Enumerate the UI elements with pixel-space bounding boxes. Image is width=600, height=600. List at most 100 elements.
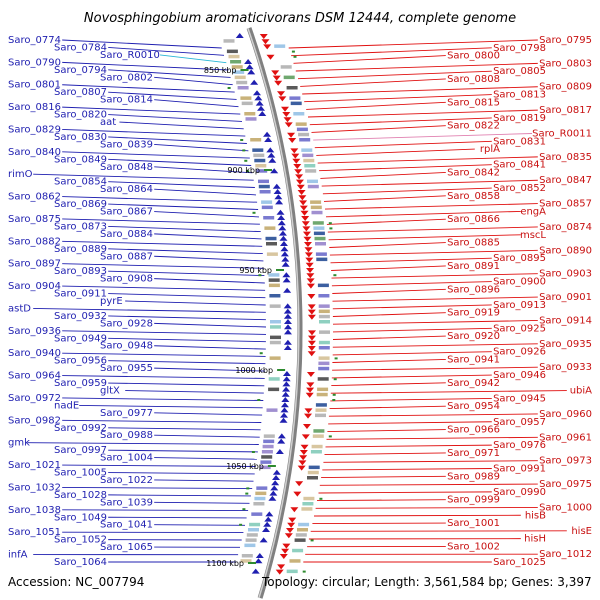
right-category-block: [318, 340, 330, 345]
reverse-gene-label: Saro_0803: [539, 58, 592, 69]
leader-line: [62, 419, 262, 423]
right-category-block: [301, 148, 313, 152]
forward-gene-arrow: [235, 33, 244, 38]
forward-gene-label: Saro_0936: [8, 326, 61, 337]
right-category-block: [294, 538, 306, 542]
left-category-block: [262, 444, 274, 449]
forward-gene-label: Saro_1032: [8, 482, 61, 493]
reverse-gene-label: Saro_0813: [493, 90, 546, 101]
reverse-gene-arrow: [304, 247, 313, 253]
leader-line: [108, 494, 251, 497]
forward-gene-arrow: [283, 319, 292, 324]
forward-gene-label: Saro_0997: [54, 445, 107, 456]
forward-gene-arrow: [277, 438, 286, 444]
reverse-gene-label: Saro_0991: [493, 464, 546, 475]
forward-gene-arrow: [247, 69, 256, 75]
forward-gene-label: Saro_1039: [100, 497, 153, 508]
feature-marker: [240, 139, 244, 141]
left-category-block: [258, 184, 270, 189]
leader-line: [332, 327, 492, 333]
reverse-gene-arrow: [281, 548, 290, 554]
right-category-block: [313, 226, 325, 230]
left-category-block: [266, 252, 278, 256]
forward-gene-label: Saro_0869: [54, 199, 107, 210]
genome-backbone-highlight: [247, 27, 300, 599]
right-category-block: [319, 320, 330, 324]
left-category-block: [266, 242, 277, 246]
reverse-gene-arrow: [281, 106, 290, 112]
leader-line: [297, 70, 492, 80]
left-category-block: [265, 236, 277, 241]
leader-line: [62, 486, 253, 490]
forward-gene-label: Saro_0897: [8, 259, 61, 270]
leader-line: [291, 47, 492, 57]
reverse-gene-arrow: [284, 122, 293, 128]
reverse-gene-arrow: [305, 257, 314, 263]
reverse-gene-arrow: [272, 75, 281, 81]
forward-gene-label: Saro_0959: [54, 378, 107, 389]
forward-gene-label: Saro_1004: [100, 453, 153, 464]
left-category-block: [254, 496, 266, 501]
leader-line: [332, 351, 492, 356]
reverse-gene-label: Saro_0858: [447, 191, 500, 202]
forward-gene-arrow: [278, 230, 287, 236]
left-category-block: [268, 387, 280, 392]
leader-line: [316, 499, 446, 502]
reverse-gene-arrow: [285, 528, 294, 533]
forward-gene-label: Saro_0904: [8, 281, 61, 292]
feature-marker: [245, 492, 249, 495]
right-category-block: [313, 231, 325, 236]
reverse-gene-arrow: [259, 34, 268, 39]
forward-gene-arrow: [259, 537, 268, 543]
right-category-block: [318, 309, 330, 314]
forward-gene-arrow: [280, 412, 289, 418]
forward-gene-label: Saro_1064: [54, 557, 107, 568]
reverse-gene-label: Saro_1012: [539, 549, 592, 560]
reverse-gene-label: Saro_0800: [447, 51, 500, 62]
leader-line: [332, 335, 446, 340]
right-category-block: [303, 496, 315, 501]
leader-line: [108, 181, 255, 188]
reverse-gene-label: Saro_0942: [447, 378, 500, 389]
reverse-gene-arrow: [304, 252, 313, 258]
feature-marker: [334, 357, 338, 360]
leader-line: [62, 352, 266, 357]
leader-line: [288, 39, 538, 49]
reverse-gene-arrow: [307, 294, 316, 299]
reverse-gene-label: Saro_0805: [493, 66, 546, 77]
reverse-gene-label: Saro_0798: [493, 43, 546, 54]
leader-line: [108, 315, 266, 321]
reverse-gene-arrow: [306, 387, 315, 393]
reverse-gene-label: mscL: [520, 230, 546, 241]
leader-line: [314, 140, 492, 149]
right-category-block: [292, 548, 304, 553]
forward-gene-arrow: [281, 391, 290, 397]
reverse-gene-label: Saro_0919: [447, 308, 500, 319]
tick-label: 1050 kbp: [226, 462, 264, 471]
left-category-block: [231, 65, 243, 69]
right-category-block: [303, 158, 315, 163]
leader-line: [154, 345, 266, 350]
leader-line: [108, 248, 263, 255]
leader-line: [108, 449, 258, 453]
forward-gene-label: Saro_0794: [54, 65, 107, 76]
forward-gene-arrow: [271, 480, 280, 486]
leader-line: [329, 242, 446, 248]
accession-text: Accession: NC_007794: [8, 575, 144, 589]
leader-line: [316, 148, 475, 156]
reverse-gene-arrow: [307, 351, 316, 357]
leader-line: [154, 211, 260, 218]
gene-features: [223, 33, 338, 575]
feature-marker: [332, 399, 336, 401]
left-category-block: [255, 164, 267, 168]
leader-line: [125, 300, 266, 306]
forward-gene-label: Saro_0774: [8, 35, 61, 46]
reverse-gene-label: Saro_0809: [539, 82, 592, 93]
reverse-gene-label: Saro_R0011: [532, 128, 592, 139]
leader-line: [154, 322, 267, 328]
reverse-gene-label: Saro_0891: [447, 261, 500, 272]
leader-line: [62, 39, 222, 49]
reverse-gene-label: Saro_0841: [493, 160, 546, 171]
feature-marker: [227, 87, 231, 89]
